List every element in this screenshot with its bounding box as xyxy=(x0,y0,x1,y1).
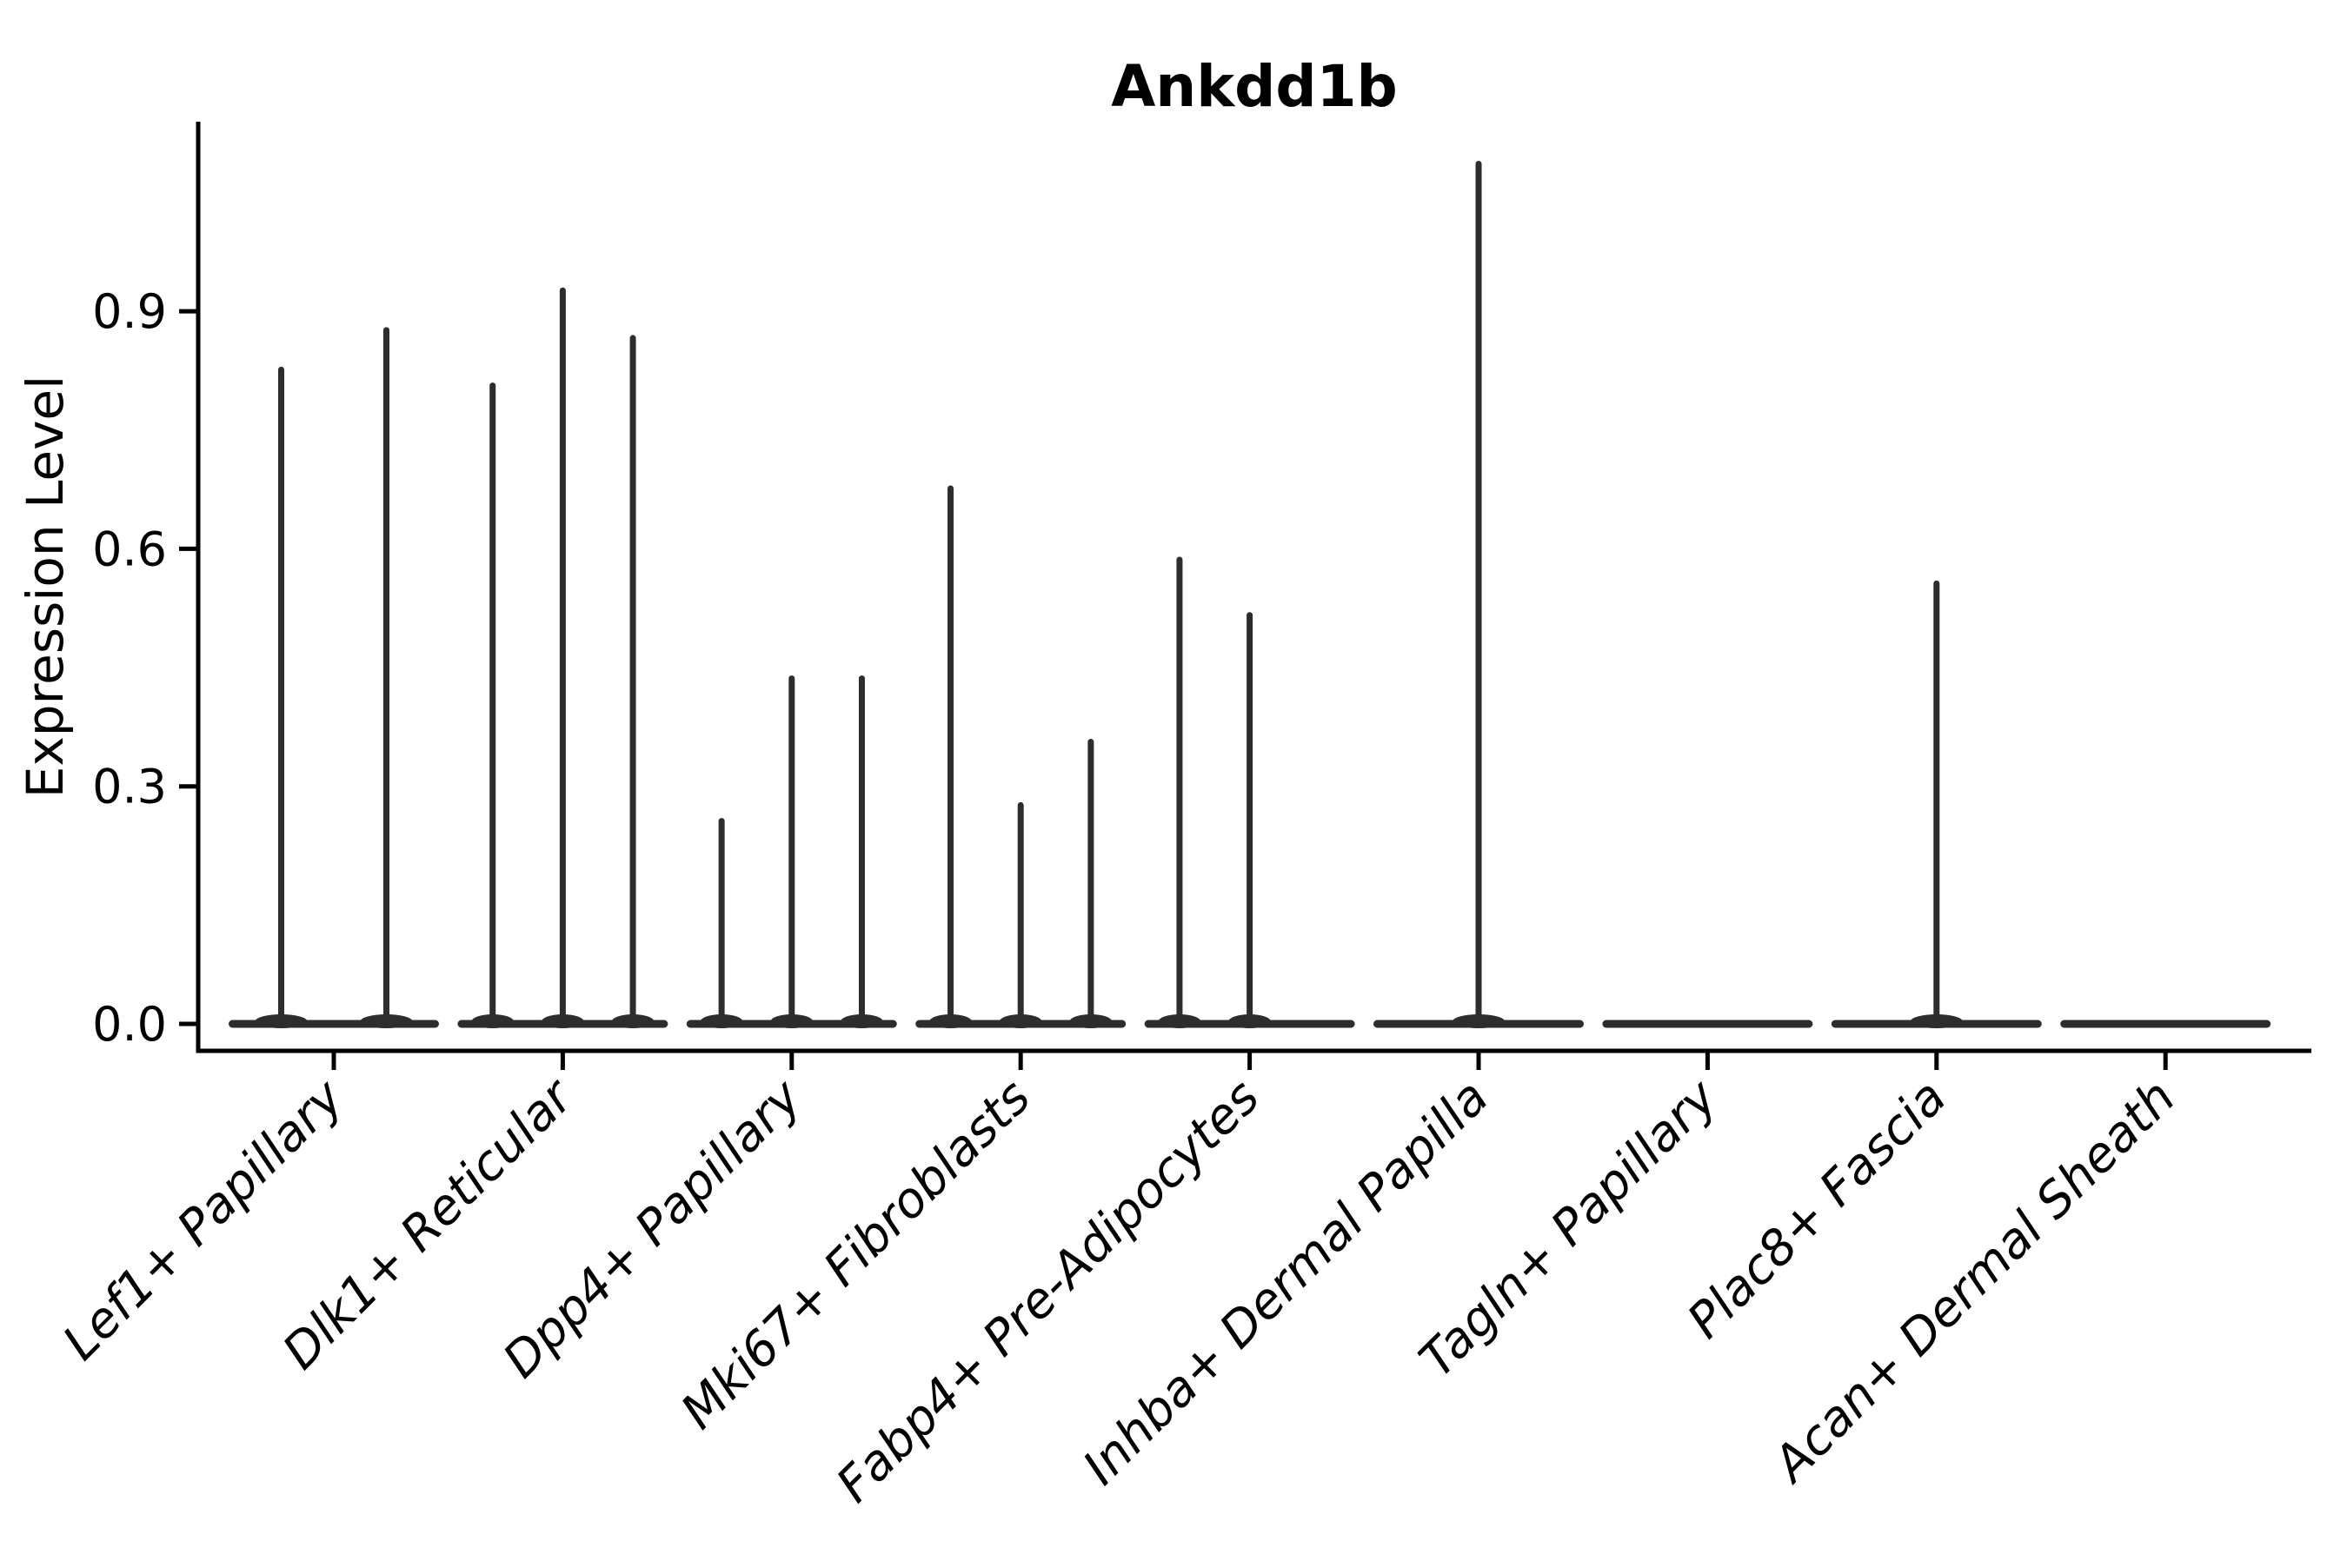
violin-group xyxy=(1831,580,2042,1028)
y-tick-label: 0.3 xyxy=(92,760,167,814)
violin-group xyxy=(686,675,897,1028)
x-tick-label: Acan+ Dermal Sheath xyxy=(1761,1069,2186,1494)
violin-spike xyxy=(1176,556,1183,1026)
violin-spike xyxy=(559,287,566,1026)
violin-spike xyxy=(1247,612,1253,1026)
violin-spike xyxy=(1087,739,1094,1026)
violin-spike xyxy=(788,675,795,1026)
violin-spike xyxy=(1475,161,1482,1026)
violin-spike xyxy=(278,366,284,1026)
violin-group xyxy=(2060,1020,2271,1028)
violin-baseline-body xyxy=(1602,1020,1813,1028)
y-tick-label: 0.6 xyxy=(92,522,167,576)
violin-group xyxy=(915,485,1127,1028)
violin-spike xyxy=(629,335,636,1026)
x-tick-label: Inhba+ Dermal Papilla xyxy=(1073,1069,1499,1496)
violin-spike xyxy=(718,818,725,1026)
violin-spike xyxy=(858,675,865,1026)
x-tick-label: Fabp4+ Pre-Adipocytes xyxy=(826,1069,1270,1513)
violin-group xyxy=(1373,161,1584,1028)
violin-group xyxy=(229,327,439,1028)
axis-spines xyxy=(196,122,2311,1053)
y-axis-ticks: 0.0 0.3 0.6 0.9 xyxy=(92,284,198,1052)
violin-baseline-body xyxy=(2060,1020,2271,1028)
violin-spike xyxy=(383,327,389,1026)
violin-spike xyxy=(947,485,954,1026)
y-tick-label: 0.0 xyxy=(92,997,167,1052)
violin-spike xyxy=(1017,801,1024,1026)
chart-title: Ankdd1b xyxy=(1111,53,1398,120)
y-axis-label: Expression Level xyxy=(16,375,75,798)
violin-group xyxy=(1602,1020,1813,1028)
violin-group xyxy=(457,287,668,1028)
violins-layer xyxy=(229,161,2271,1028)
violin-spike xyxy=(1933,580,1940,1026)
y-tick-label: 0.9 xyxy=(92,284,167,339)
violin-spike xyxy=(489,382,496,1027)
violin-group xyxy=(1144,556,1355,1028)
